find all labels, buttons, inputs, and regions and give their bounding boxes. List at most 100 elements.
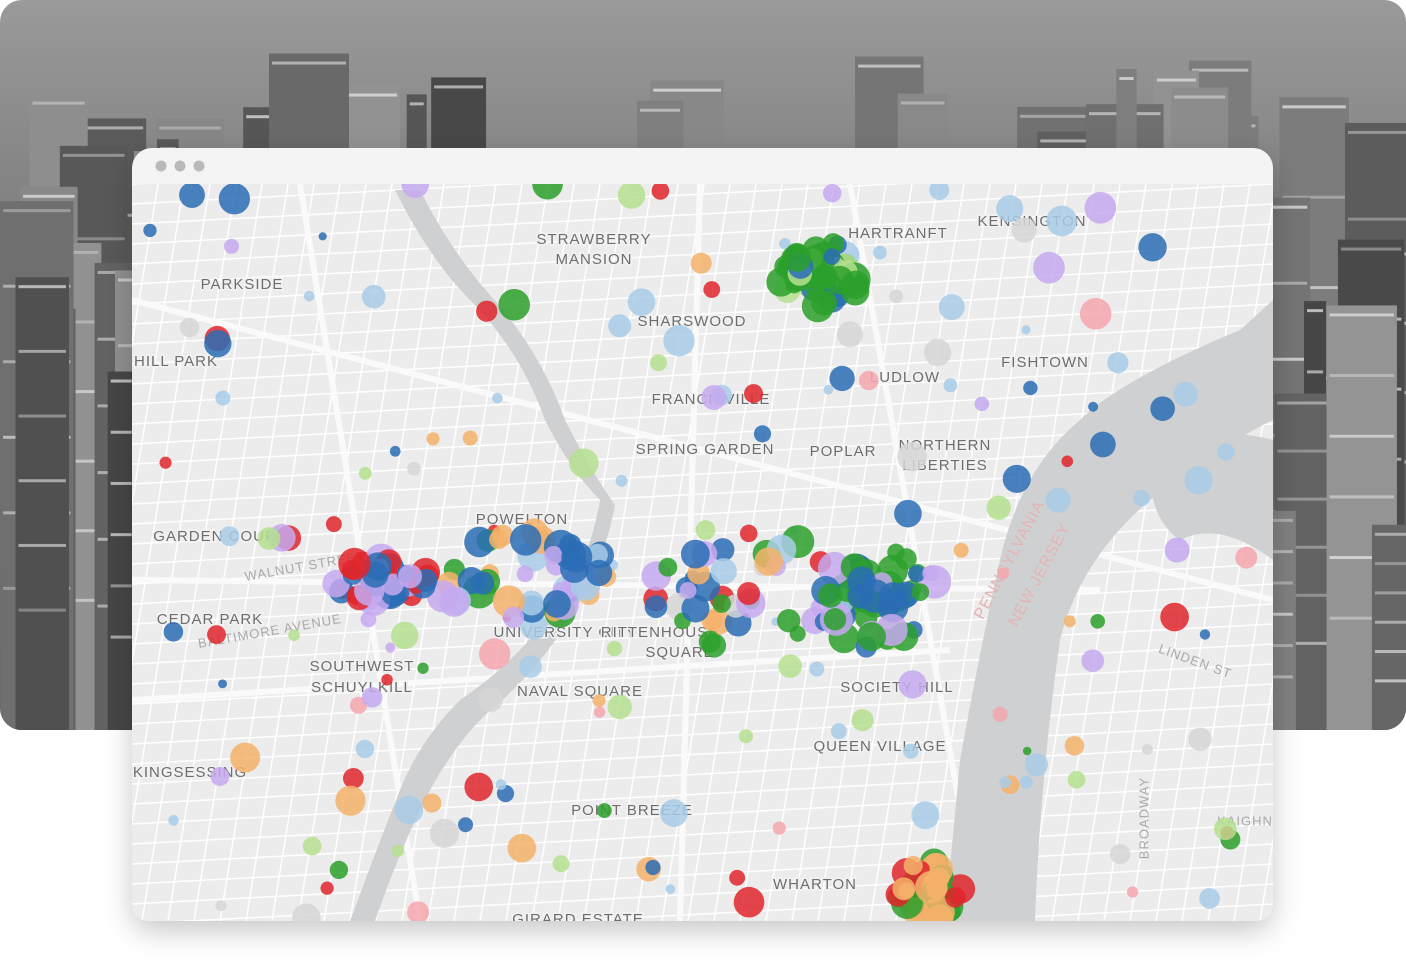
map-marker (543, 590, 571, 618)
map-marker (1011, 217, 1037, 243)
street (132, 343, 1273, 405)
street (869, 184, 991, 921)
window-lights (159, 126, 221, 130)
window-lights (640, 108, 681, 112)
map-marker (698, 630, 721, 653)
map-marker (338, 547, 371, 581)
map-marker (439, 586, 470, 617)
map-marker (1090, 431, 1116, 458)
map-marker (1199, 888, 1220, 909)
map-marker (1184, 466, 1213, 495)
map-marker (999, 776, 1012, 789)
map-marker (938, 294, 965, 321)
street (132, 184, 159, 921)
map-marker (381, 673, 393, 686)
map-marker (953, 542, 969, 558)
map-label: FISHTOWN (1001, 354, 1089, 371)
window-lights (110, 481, 132, 485)
window-lights (1374, 620, 1406, 624)
map-marker (596, 803, 612, 819)
map-marker (361, 284, 386, 309)
map-marker (1064, 736, 1085, 756)
map-label: LUDLOW (870, 369, 940, 386)
map-marker (733, 886, 765, 918)
map-label: QUEEN VILLAGE (813, 738, 946, 755)
street (791, 184, 913, 921)
window-lights (62, 237, 125, 241)
street (132, 184, 1273, 205)
map-marker (458, 817, 474, 833)
window-lights (1255, 281, 1308, 285)
map-marker (1061, 455, 1074, 468)
map-marker (737, 582, 761, 605)
map-marker (607, 694, 632, 720)
map-marker (358, 466, 372, 480)
map-marker (462, 430, 478, 446)
street (375, 184, 497, 921)
map-marker (343, 767, 364, 789)
window-lights (1374, 562, 1406, 566)
map-marker (992, 706, 1008, 722)
map-marker (215, 390, 231, 406)
map-marker (1213, 817, 1237, 841)
map-label: HILL PARK (134, 353, 218, 370)
window-lights (1347, 130, 1406, 134)
street (921, 184, 1043, 921)
map-marker (163, 622, 184, 642)
window-lights (271, 61, 346, 65)
map-marker (1019, 775, 1033, 789)
street (557, 184, 679, 921)
map-marker (772, 821, 786, 835)
map-marker (703, 281, 721, 298)
map-label: MANSION (555, 251, 632, 268)
map-marker (355, 739, 375, 759)
map-marker (829, 365, 855, 392)
window-lights (434, 85, 484, 89)
map-marker (219, 526, 240, 547)
map-marker (429, 818, 460, 849)
window-lights (1282, 286, 1346, 290)
map-marker (830, 723, 847, 740)
street (132, 823, 1273, 885)
map-marker (1188, 727, 1212, 751)
street (817, 184, 939, 921)
map-marker (823, 608, 847, 631)
map-marker (407, 901, 430, 921)
street (167, 184, 289, 921)
map-marker (1164, 537, 1190, 563)
map-label: POPLAR (810, 443, 877, 460)
map-marker (650, 354, 667, 372)
map-marker (898, 670, 927, 699)
map-marker (519, 590, 545, 616)
map-marker (903, 743, 919, 759)
map: STRAWBERRYMANSIONHARTRANFTKENSINGTONPARK… (132, 184, 1273, 921)
street (193, 184, 315, 921)
window-lights (85, 126, 144, 130)
street (687, 184, 809, 921)
map-label: SQUARE (645, 644, 714, 661)
map-marker (1084, 191, 1117, 224)
map-marker (532, 184, 563, 200)
map-marker (218, 184, 251, 215)
map-marker (892, 877, 916, 901)
map-marker (302, 836, 322, 856)
window-lights (62, 153, 125, 157)
window-lights (1277, 593, 1342, 597)
window-lights (409, 102, 424, 106)
map-marker (1090, 614, 1105, 629)
map-marker (911, 801, 940, 830)
map-marker (729, 869, 746, 886)
window-lights (1277, 641, 1342, 645)
window-lights (1329, 495, 1394, 499)
map-marker (1107, 352, 1129, 374)
map-marker (841, 270, 870, 300)
map-marker (908, 565, 925, 583)
map-marker (585, 559, 613, 587)
map-marker (779, 237, 791, 250)
street (132, 184, 237, 921)
window-lights (18, 543, 66, 547)
map-marker (1022, 746, 1032, 756)
map-marker (659, 799, 688, 827)
window-lights (1277, 449, 1342, 453)
map-marker (464, 526, 495, 558)
